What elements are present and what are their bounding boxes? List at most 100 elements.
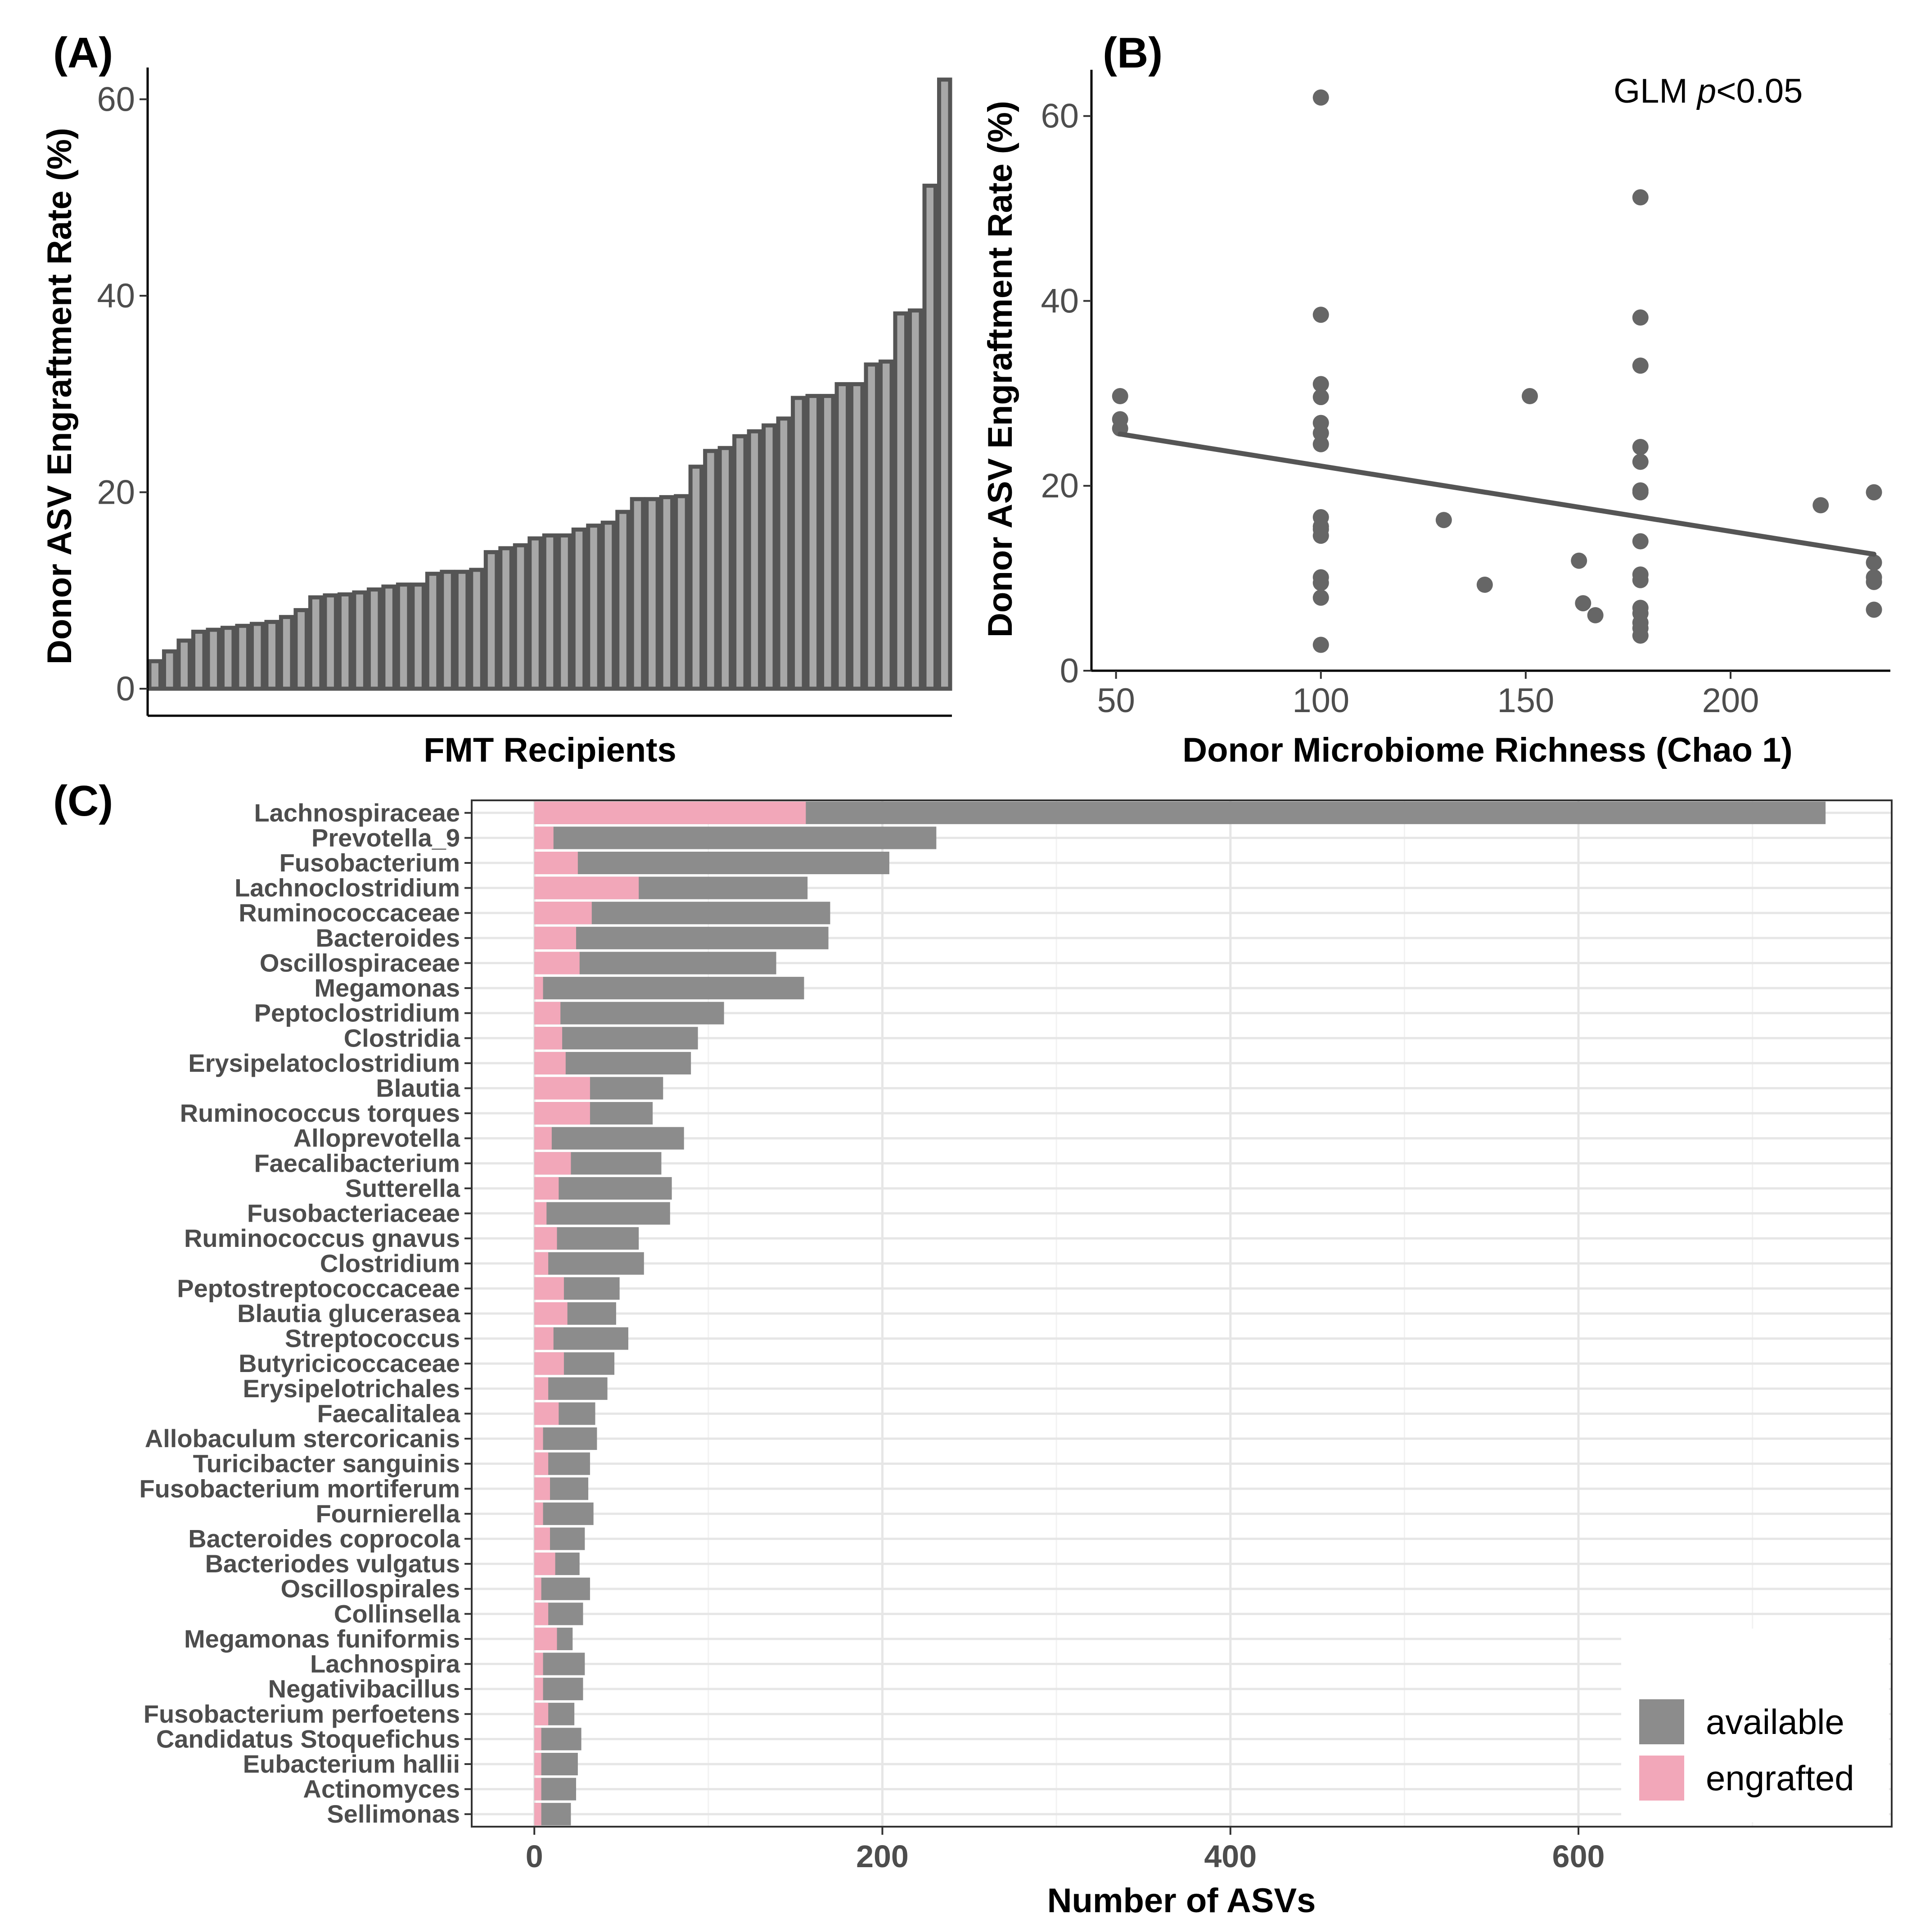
panel-c-bar-engrafted <box>534 1102 590 1125</box>
panel-c-category-label: Eubacterium hallii <box>243 1750 460 1778</box>
panel-a-bar <box>337 592 353 691</box>
panel-a-bar <box>659 495 675 691</box>
panel-b-point <box>1312 389 1329 406</box>
panel-c-category-label: Turicibacter sanguinis <box>193 1449 460 1478</box>
panel-a-bar <box>249 622 265 691</box>
panel-c-bar-engrafted <box>534 1202 547 1225</box>
panel-a-x-axis-title: FMT Recipients <box>424 731 676 769</box>
panel-c-category-label: Allobaculum stercoricanis <box>145 1424 460 1453</box>
panel-c-bar-engrafted <box>534 1752 541 1775</box>
panel-c-category-label: Blautia glucerasea <box>237 1299 460 1327</box>
panel-a-bar <box>440 569 455 691</box>
panel-b-point <box>1632 357 1649 374</box>
panel-a-bar <box>703 449 718 691</box>
panel-a-bar <box>586 524 601 691</box>
panel-c-bar-engrafted <box>534 1602 549 1625</box>
panel-c-category-label: Sellimonas <box>327 1800 460 1828</box>
panel-b-y-tick-label: 40 <box>1041 282 1079 320</box>
panel-a-bar <box>849 382 865 691</box>
panel-c-bar-engrafted <box>534 1553 555 1575</box>
panel-c-bar-engrafted <box>534 1702 549 1725</box>
panel-c-x-axis-title: Number of ASVs <box>1047 1882 1316 1920</box>
panel-b-point <box>1632 533 1649 550</box>
panel-c-bar-engrafted <box>534 977 543 1000</box>
panel-a-bar <box>893 311 909 691</box>
panel-c-category-label: Oscillospiraceae <box>260 948 460 977</box>
panel-c-bar-available <box>534 1502 594 1525</box>
panel-b-point <box>1866 601 1882 618</box>
panel-b-point <box>1575 595 1591 612</box>
panel-c-x-tick-label: 600 <box>1552 1839 1605 1874</box>
panel-a-bar <box>688 465 704 691</box>
panel-c-category-label: Faecalibacterium <box>254 1149 460 1177</box>
panel-a-bar <box>600 520 616 691</box>
panel-a-bar <box>410 582 426 691</box>
panel-b-point <box>1312 574 1329 591</box>
panel-c-category-label: Ruminococcus torques <box>180 1099 460 1127</box>
panel-c-border <box>471 799 1893 1828</box>
panel-a-bar <box>805 394 821 691</box>
panel-b-point <box>1632 438 1649 455</box>
panel-b-x-tick-label: 200 <box>1702 682 1759 720</box>
panel-a: (A) 0 20 40 60 FMT Recipients Donor ASV Eng… <box>41 29 952 769</box>
panel-a-bar <box>630 497 645 691</box>
panel-a-bar <box>645 497 660 691</box>
panel-b-point <box>1312 589 1329 606</box>
panel-c-bar-engrafted <box>534 1728 541 1751</box>
panel-c-bar-available <box>534 1577 590 1600</box>
panel-c-category-label: Megamonas funiformis <box>184 1625 460 1653</box>
panel-c-category-label: Blautia <box>376 1074 460 1102</box>
panel-c-bar-engrafted <box>534 1778 541 1801</box>
panel-b-y-axis-title: Donor ASV Engraftment Rate (%) <box>981 101 1019 637</box>
panel-a-bar <box>366 587 382 691</box>
panel-c-category-label: Clostridia <box>344 1024 460 1052</box>
panel-c-bar-engrafted <box>534 1427 543 1450</box>
panel-c-category-label: Streptococcus <box>285 1324 460 1353</box>
panel-a-bars <box>147 77 952 691</box>
panel-c-bar-available <box>534 852 889 875</box>
panel-a-y-tick-label: 20 <box>97 473 135 511</box>
panel-c-bars <box>534 801 1826 1826</box>
panel-c-category-label: Lachnospiraceae <box>254 799 460 827</box>
panel-c-category-label: Megamonas <box>314 974 460 1002</box>
panel-a-bar <box>776 416 792 691</box>
panel-a-bar <box>396 582 411 691</box>
panel-c-category-label: Collinsella <box>334 1599 460 1628</box>
panel-c-bar-available <box>534 1127 684 1150</box>
panel-c-category-label: Butyricicoccaceae <box>239 1349 460 1377</box>
panel-a-bar <box>454 569 470 691</box>
panel-a-bar <box>498 546 514 691</box>
panel-a-bar <box>762 423 777 691</box>
panel-a-bar <box>293 608 309 691</box>
panel-b-points <box>1112 89 1882 653</box>
panel-b-point <box>1312 528 1329 544</box>
panel-a-bar <box>469 568 484 691</box>
panel-c-category-label: Prevotella_9 <box>311 823 460 852</box>
panel-a-bar <box>571 527 587 691</box>
panel-b-trendline <box>1118 431 1877 557</box>
panel-c-category-label: Lachnospira <box>310 1650 460 1678</box>
panel-c-category-label: Peptostreptococcaceae <box>177 1274 460 1302</box>
panel-a-y-tick-label: 60 <box>97 80 135 118</box>
panel-a-bar <box>908 308 923 691</box>
panel-b-x-tick-label: 100 <box>1292 682 1349 720</box>
panel-c-bar-engrafted <box>534 852 578 875</box>
panel-c-bar-available <box>534 1427 597 1450</box>
panel-c-bar-available <box>534 1728 582 1751</box>
panel-c-bar-engrafted <box>534 1277 564 1300</box>
panel-a-bar <box>206 627 221 691</box>
panel-a-bar <box>732 434 748 691</box>
panel-b-x-tick-label: 50 <box>1097 682 1135 720</box>
panel-c-category-label: Fusobacterium mortiferum <box>139 1474 460 1503</box>
panel-b-y-tick-label: 0 <box>1060 652 1079 690</box>
panel-b-point <box>1632 572 1649 588</box>
panel-c-bar-engrafted <box>534 1052 566 1074</box>
panel-c-category-label: Erysipelatoclostridium <box>188 1049 460 1077</box>
panel-c-bar-engrafted <box>534 826 554 849</box>
panel-b-point <box>1866 484 1882 501</box>
panel-a-bar <box>191 629 207 691</box>
panel-c-category-label: Erysipelotrichales <box>243 1374 460 1403</box>
panel-c-x-tick-label: 400 <box>1204 1839 1257 1874</box>
panel-b-point <box>1632 484 1649 501</box>
